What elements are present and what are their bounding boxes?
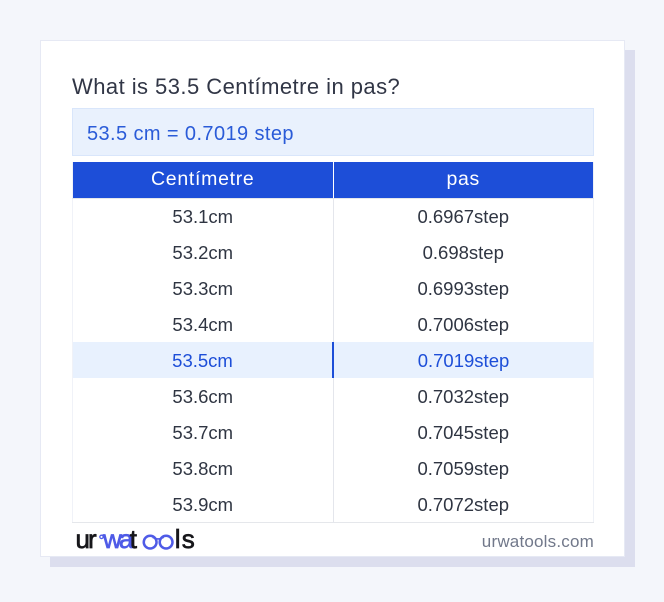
- svg-text:l: l: [175, 526, 181, 554]
- svg-text:u: u: [76, 526, 90, 554]
- svg-text:t: t: [130, 526, 138, 554]
- svg-text:s: s: [182, 526, 195, 554]
- svg-text:a: a: [119, 526, 134, 554]
- svg-text:w: w: [102, 526, 122, 554]
- svg-text:r: r: [88, 526, 97, 554]
